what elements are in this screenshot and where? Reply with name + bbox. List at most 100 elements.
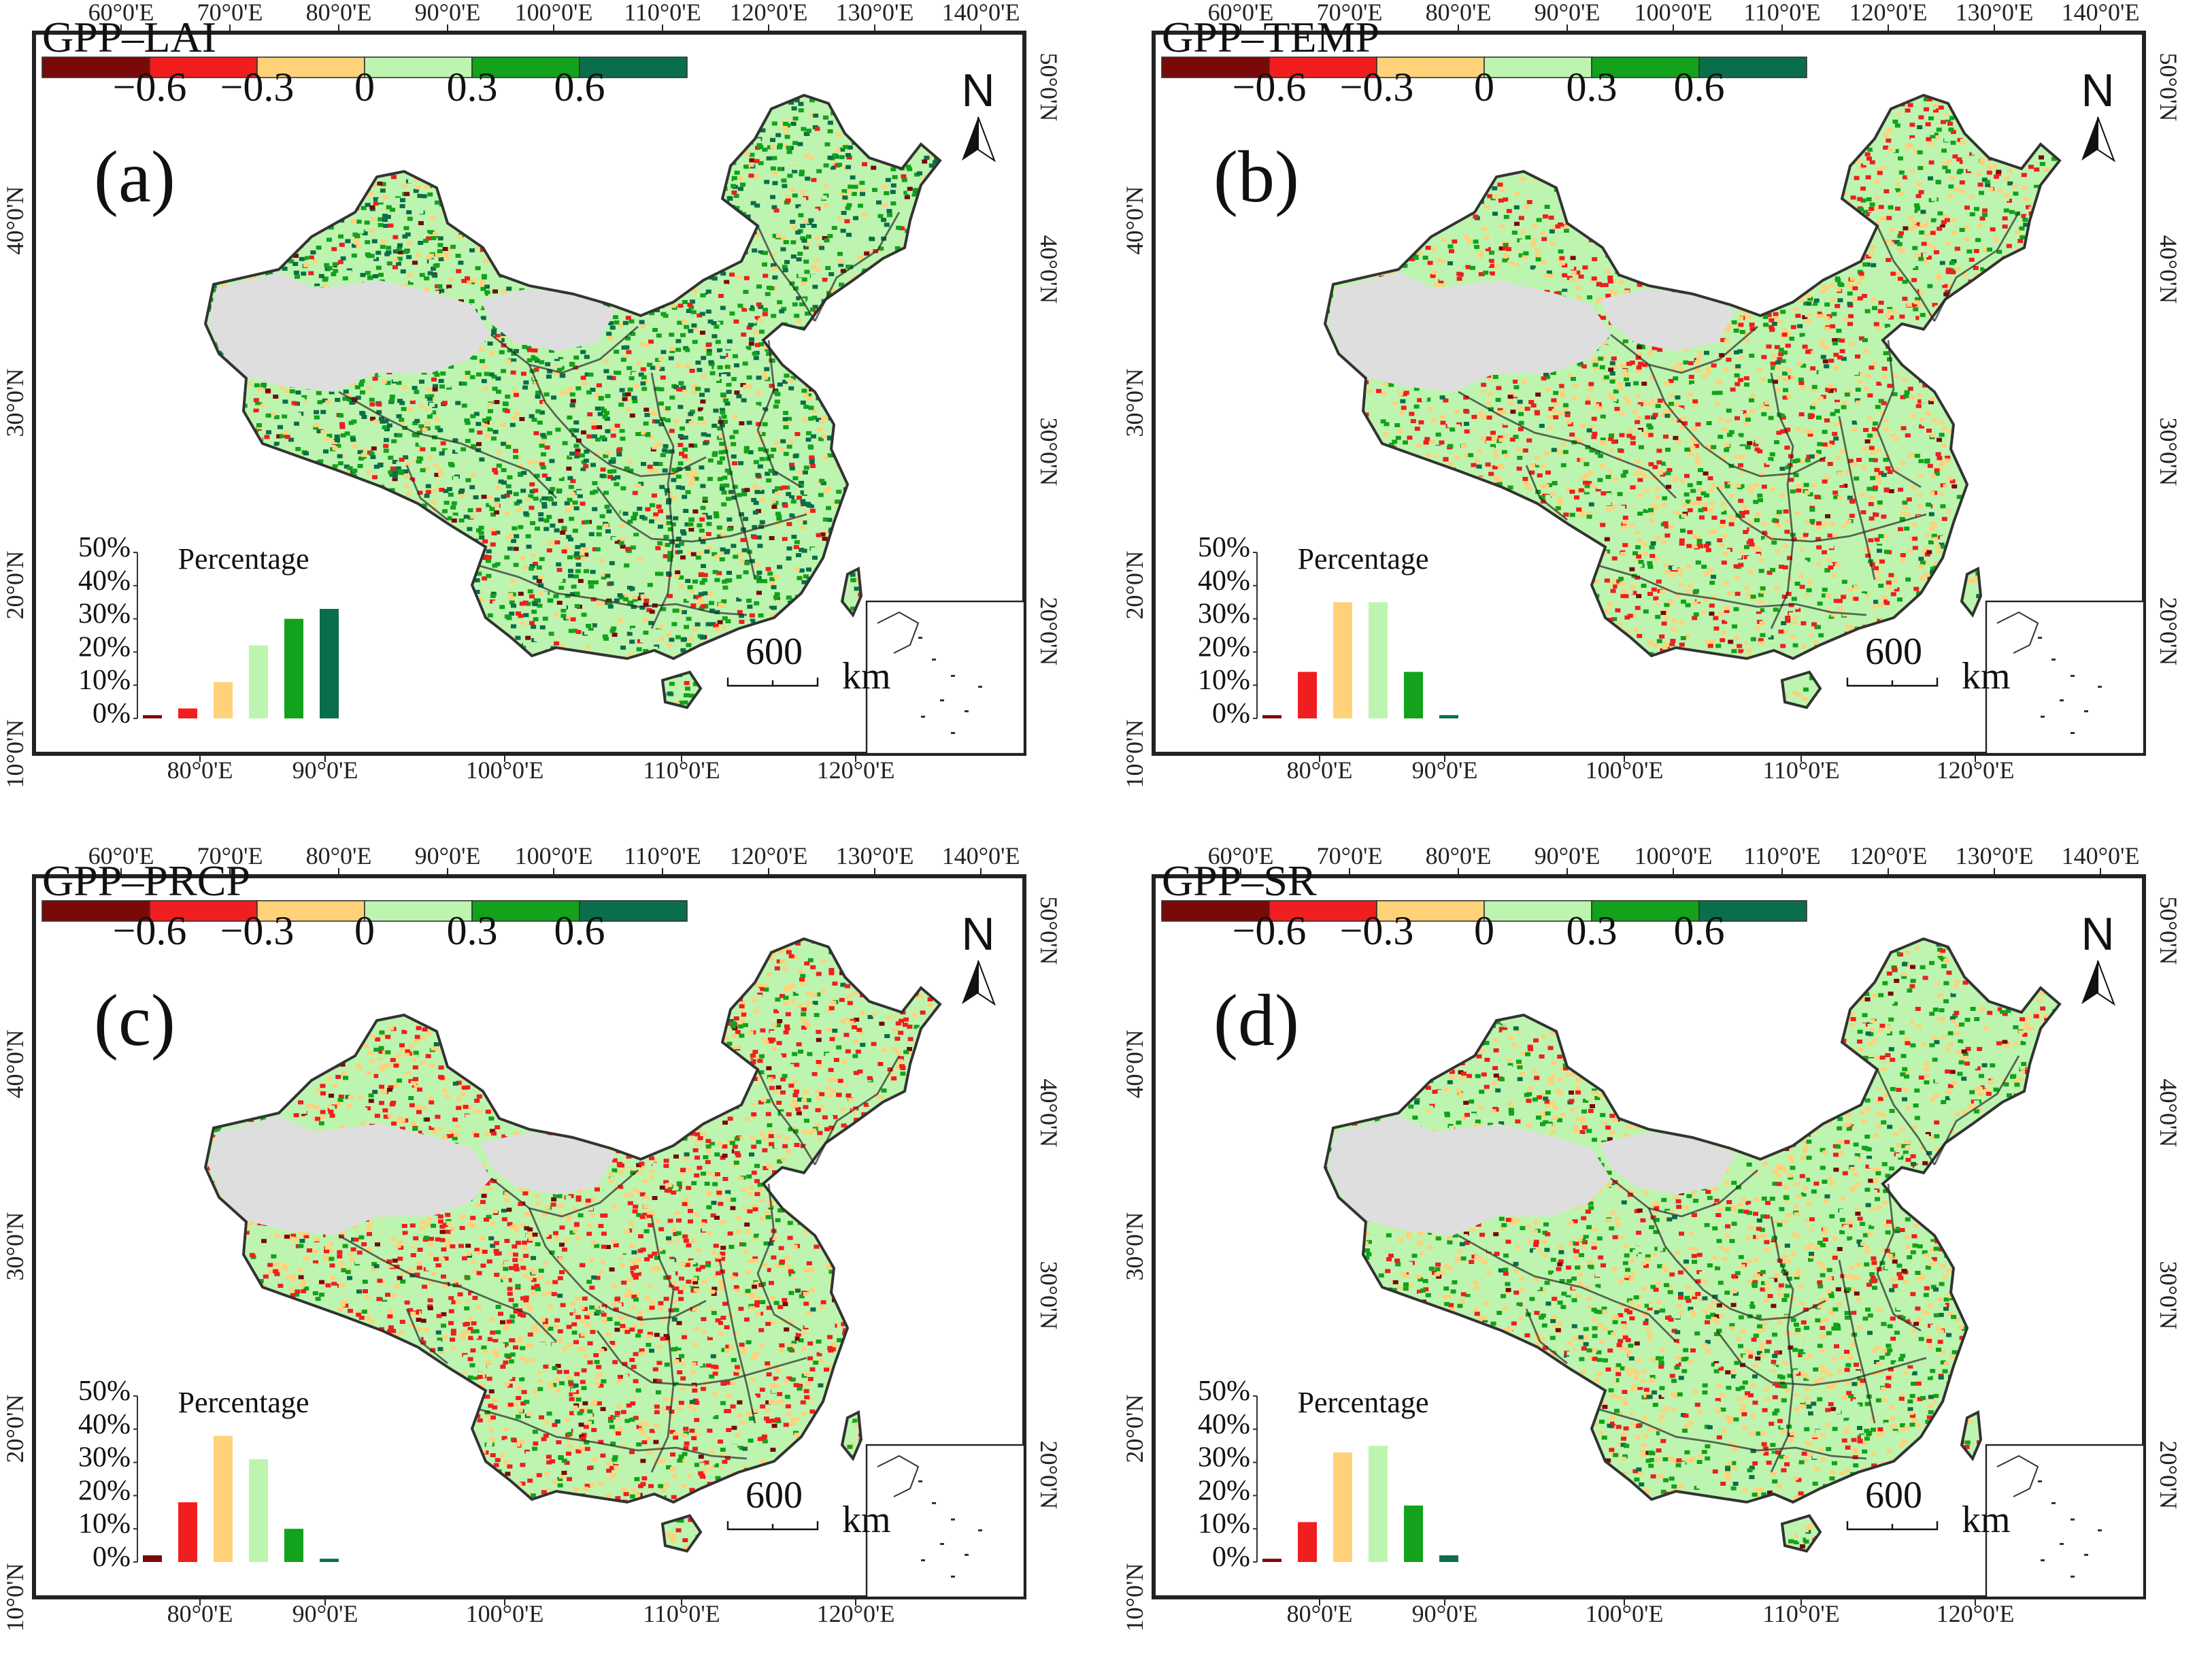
lon-tick-bottom: 80°0'E <box>167 1600 233 1627</box>
scale-value: 600 <box>1865 1474 1922 1516</box>
lat-tick-right: 20°0'N <box>1035 1441 1062 1510</box>
bar-ytick-label: 10% <box>1198 1508 1250 1540</box>
scale-unit: km <box>842 655 891 697</box>
colorbar-tick-label: −0.6 <box>1233 65 1307 110</box>
lon-tick-top: 130°0'E <box>836 0 914 26</box>
colorbar-tick-label: 0.3 <box>1566 65 1618 110</box>
province-border <box>718 1259 756 1424</box>
lat-tick-left: 20°0'N <box>1121 551 1148 620</box>
percentage-bar <box>249 1459 268 1562</box>
percentage-bar <box>143 1555 162 1562</box>
province-border <box>1458 1234 1677 1342</box>
province-border <box>1675 1259 1826 1321</box>
colorbar-tick-label: −0.6 <box>113 65 187 110</box>
bar-ytick-label: 0% <box>1212 1542 1250 1573</box>
colorbar-tick-label: 0.3 <box>447 908 498 953</box>
lon-tick-top: 100°0'E <box>1635 842 1713 869</box>
north-label: N <box>961 65 994 116</box>
lat-tick-right: 30°0'N <box>2155 418 2182 486</box>
province-border <box>490 1169 639 1218</box>
south-china-sea-inset <box>1985 600 2145 755</box>
scale-unit: km <box>1962 655 2011 697</box>
province-border <box>756 339 802 488</box>
province-border <box>1675 416 1826 478</box>
lon-tick-top: 70°0'E <box>1317 842 1383 869</box>
lat-tick-left: 40°0'N <box>1 1030 29 1099</box>
lon-tick-top: 70°0'E <box>1317 0 1383 26</box>
north-arrow: N <box>961 65 996 163</box>
panel-letter: (b) <box>1213 137 1299 218</box>
lat-tick-left: 20°0'N <box>1121 1395 1148 1463</box>
percentage-bar <box>1333 602 1352 718</box>
colorbar-swatch <box>256 900 365 922</box>
lon-tick-bottom: 100°0'E <box>466 757 544 784</box>
lat-tick-right: 50°0'N <box>2155 53 2182 122</box>
province-border <box>1715 486 1927 543</box>
lon-tick-bottom: 110°0'E <box>1762 1600 1840 1627</box>
lon-tick-top: 80°0'E <box>306 0 372 26</box>
no-data-area <box>1328 1116 1736 1235</box>
colorbar-tick-label: −0.3 <box>1340 908 1414 953</box>
colorbar-swatch <box>1269 56 1377 78</box>
lon-tick-top: 90°0'E <box>415 842 481 869</box>
taiwan-outline <box>1960 566 1983 618</box>
lon-tick-top: 110°0'E <box>1743 0 1821 26</box>
bar-ytick-label: 20% <box>1198 631 1250 663</box>
lon-tick-top: 120°0'E <box>730 0 808 26</box>
lon-tick-top: 100°0'E <box>515 0 593 26</box>
bar-ytick-label: 30% <box>1198 599 1250 630</box>
province-border <box>1933 212 2020 322</box>
colorbar-tick-label: 0 <box>354 65 375 110</box>
province-border <box>555 1259 707 1321</box>
bar-ytick-label: 30% <box>78 599 131 630</box>
bar-ytick-label: 10% <box>78 1508 131 1540</box>
lat-tick-left: 20°0'N <box>1 1395 29 1463</box>
colorbar-tick-label: 0 <box>1474 65 1494 110</box>
bar-ytick-label: 0% <box>1212 698 1250 729</box>
lat-tick-left: 30°0'N <box>1 369 29 437</box>
lon-tick-top: 70°0'E <box>197 842 263 869</box>
bar-ytick-label: 50% <box>78 1376 131 1407</box>
percentage-bar <box>1369 1446 1388 1562</box>
taiwan-outline <box>840 566 863 618</box>
map-panel: 60°0'E 70°0'E 80°0'E 90°0'E 100°0'E 110°0'E 12… <box>1121 0 2193 804</box>
province-border <box>1458 390 1677 499</box>
bar-ytick-label: 40% <box>78 1409 131 1440</box>
percentage-bar <box>214 682 233 718</box>
colorbar-tick-label: −0.3 <box>220 908 295 953</box>
colorbar-swatch <box>1269 900 1377 922</box>
lon-tick-top: 140°0'E <box>2062 0 2140 26</box>
south-china-sea-inset <box>1985 1444 2145 1599</box>
lat-tick-right: 40°0'N <box>2155 1079 2182 1148</box>
province-border <box>1715 1330 1927 1386</box>
province-border <box>814 1055 901 1165</box>
lon-tick-top: 60°0'E <box>88 0 154 26</box>
bar-chart-title: Percentage <box>1298 1386 1429 1419</box>
south-china-sea-inset <box>865 600 1026 755</box>
lon-tick-top: 80°0'E <box>1426 0 1492 26</box>
lon-tick-bottom: 90°0'E <box>1412 1600 1478 1627</box>
lon-tick-top: 130°0'E <box>1956 0 2034 26</box>
bar-ytick-label: 40% <box>1198 565 1250 597</box>
lon-tick-top: 60°0'E <box>88 842 154 869</box>
percentage-bar <box>284 618 303 718</box>
percentage-bar <box>320 1559 339 1562</box>
no-data-area <box>208 1116 616 1235</box>
lon-tick-top: 140°0'E <box>942 0 1020 26</box>
map-svg: 60°0'E 70°0'E 80°0'E 90°0'E 100°0'E 110°0'E 12… <box>1 842 1062 1631</box>
province-border <box>1876 1183 1922 1332</box>
province-border <box>1599 565 1867 616</box>
lon-tick-bottom: 90°0'E <box>292 757 358 784</box>
lon-tick-bottom: 110°0'E <box>643 1600 720 1627</box>
bar-ytick-label: 30% <box>1198 1442 1250 1474</box>
country-border <box>203 937 942 1504</box>
colorbar-swatch <box>364 900 473 922</box>
lon-tick-bottom: 80°0'E <box>1287 757 1353 784</box>
percentage-bar <box>1439 1555 1458 1562</box>
lon-tick-bottom: 100°0'E <box>1586 757 1664 784</box>
no-data-area <box>1328 272 1736 392</box>
north-arrow: N <box>2081 65 2116 163</box>
province-border <box>1933 1055 2020 1165</box>
panel-letter: (d) <box>1213 980 1299 1061</box>
percentage-bar <box>1298 671 1317 718</box>
